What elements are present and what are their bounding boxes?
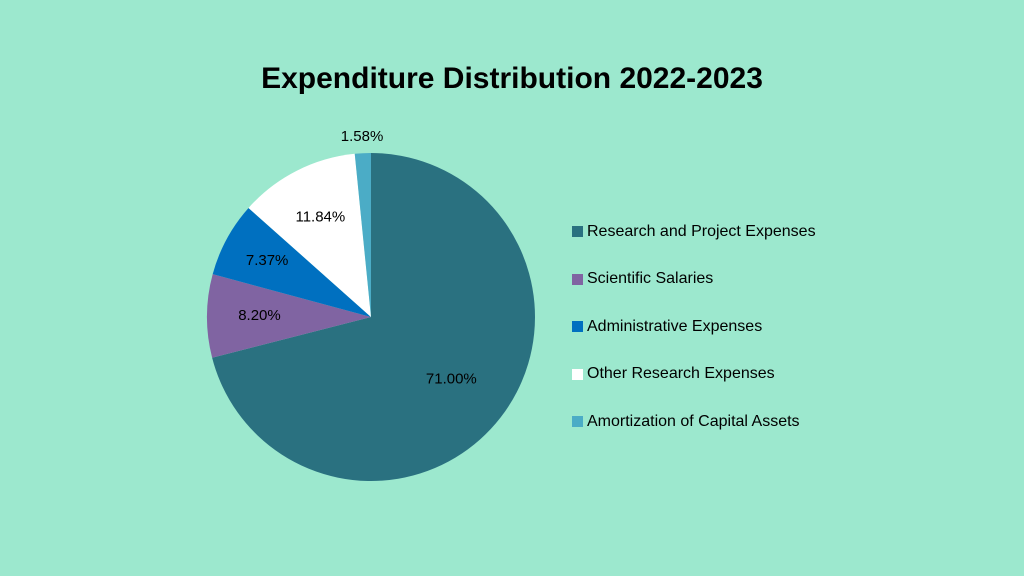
pie-slice-scientific-salaries xyxy=(207,274,371,358)
legend-label: Scientific Salaries xyxy=(587,270,714,288)
legend-item: Scientific Salaries xyxy=(572,256,816,304)
legend-swatch xyxy=(572,368,583,380)
legend-item: Administrative Expenses xyxy=(572,303,816,351)
slice-label: 8.20% xyxy=(238,307,281,324)
legend-swatch xyxy=(572,226,583,238)
pie-slice-administrative-expenses xyxy=(212,207,371,317)
pie-slice-research-and-project-expenses xyxy=(212,153,535,481)
legend-swatch xyxy=(572,416,583,428)
legend-label: Administrative Expenses xyxy=(587,317,763,335)
legend-swatch xyxy=(572,321,583,333)
legend-swatch xyxy=(572,273,583,285)
slice-label: 1.58% xyxy=(341,128,384,145)
legend-item: Amortization of Capital Assets xyxy=(572,398,816,446)
chart-title: Expenditure Distribution 2022-2023 xyxy=(261,62,763,95)
legend-label: Research and Project Expenses xyxy=(587,222,816,240)
legend-label: Other Research Expenses xyxy=(587,365,775,383)
slice-label: 71.00% xyxy=(426,370,477,387)
slice-label: 7.37% xyxy=(246,252,289,269)
legend-item: Other Research Expenses xyxy=(572,351,816,399)
legend-item: Research and Project Expenses xyxy=(572,208,816,256)
slice-label: 11.84% xyxy=(295,209,345,226)
pie-slice-amortization-of-capital-assets xyxy=(354,153,371,317)
legend-label: Amortization of Capital Assets xyxy=(587,412,800,430)
legend: Research and Project Expenses Scientific … xyxy=(572,208,816,446)
pie-slice-other-research-expenses xyxy=(248,153,371,317)
